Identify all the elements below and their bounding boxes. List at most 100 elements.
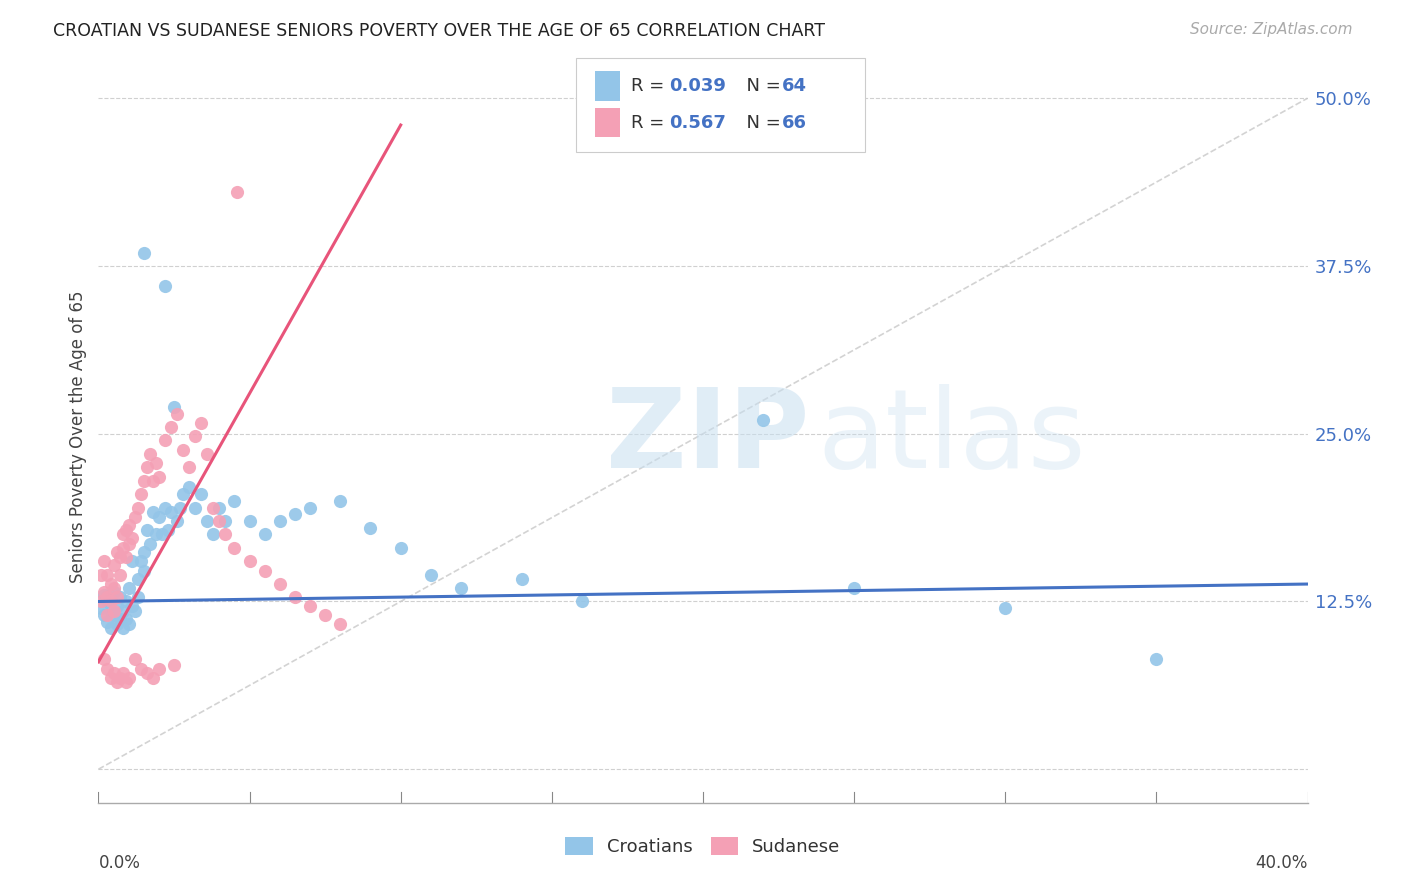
- Point: [121, 532, 143, 546]
- Point: [172, 487, 194, 501]
- Point: [179, 460, 201, 475]
- Point: [96, 615, 118, 629]
- Point: [752, 413, 775, 427]
- Point: [135, 665, 157, 680]
- Point: [420, 567, 443, 582]
- Point: [129, 487, 152, 501]
- Point: [1144, 652, 1167, 666]
- Point: [239, 514, 262, 528]
- Point: [269, 577, 291, 591]
- Point: [202, 527, 225, 541]
- Point: [129, 662, 152, 676]
- Point: [135, 460, 157, 475]
- Point: [111, 527, 134, 541]
- Point: [127, 500, 149, 515]
- Point: [163, 657, 186, 672]
- Point: [145, 456, 167, 470]
- Point: [284, 508, 307, 522]
- Point: [108, 591, 131, 605]
- Point: [96, 567, 118, 582]
- Point: [96, 607, 118, 622]
- Point: [93, 588, 115, 602]
- Point: [132, 474, 155, 488]
- Text: Source: ZipAtlas.com: Source: ZipAtlas.com: [1189, 22, 1353, 37]
- Point: [224, 541, 246, 555]
- Point: [269, 514, 291, 528]
- Text: 66: 66: [782, 114, 807, 132]
- Point: [253, 564, 276, 578]
- Point: [142, 474, 165, 488]
- Point: [96, 591, 118, 605]
- Point: [160, 420, 183, 434]
- Point: [160, 505, 183, 519]
- Point: [190, 487, 212, 501]
- Point: [284, 591, 307, 605]
- Point: [93, 554, 115, 568]
- Point: [190, 416, 212, 430]
- Point: [103, 607, 125, 622]
- Point: [166, 407, 188, 421]
- Point: [114, 550, 136, 565]
- Point: [510, 572, 533, 586]
- Point: [389, 541, 412, 555]
- Point: [360, 521, 382, 535]
- Point: [96, 662, 118, 676]
- Point: [111, 665, 134, 680]
- Point: [179, 480, 201, 494]
- Point: [166, 514, 188, 528]
- Point: [105, 617, 128, 632]
- Point: [121, 599, 143, 613]
- Point: [208, 514, 231, 528]
- Point: [127, 591, 149, 605]
- Point: [90, 567, 112, 582]
- Point: [150, 527, 173, 541]
- Text: R =: R =: [631, 114, 671, 132]
- Point: [226, 185, 249, 199]
- Point: [111, 604, 134, 618]
- Point: [100, 621, 122, 635]
- Point: [108, 671, 131, 685]
- Text: 0.039: 0.039: [669, 78, 725, 95]
- Point: [114, 612, 136, 626]
- Point: [224, 493, 246, 508]
- Point: [148, 662, 170, 676]
- Point: [90, 601, 112, 615]
- Point: [450, 581, 472, 595]
- Point: [844, 581, 866, 595]
- Point: [103, 585, 125, 599]
- Point: [132, 564, 155, 578]
- Point: [153, 279, 176, 293]
- Point: [103, 581, 125, 595]
- Point: [111, 621, 134, 635]
- Point: [108, 612, 131, 626]
- Point: [93, 585, 115, 599]
- Point: [148, 469, 170, 483]
- Point: [195, 514, 218, 528]
- Point: [142, 671, 165, 685]
- Point: [202, 500, 225, 515]
- Point: [195, 447, 218, 461]
- Point: [329, 617, 352, 632]
- Point: [156, 524, 179, 538]
- Text: 0.0%: 0.0%: [98, 854, 141, 871]
- Text: 64: 64: [782, 78, 807, 95]
- Point: [124, 652, 146, 666]
- Point: [139, 447, 162, 461]
- Point: [105, 675, 128, 690]
- Point: [100, 604, 122, 618]
- Point: [114, 594, 136, 608]
- Point: [105, 545, 128, 559]
- Point: [153, 500, 176, 515]
- Point: [214, 527, 236, 541]
- Point: [100, 577, 122, 591]
- Point: [118, 671, 141, 685]
- Point: [105, 599, 128, 613]
- Point: [96, 594, 118, 608]
- Point: [239, 554, 262, 568]
- Point: [299, 500, 322, 515]
- Point: [118, 617, 141, 632]
- Point: [108, 550, 131, 565]
- Text: 0.567: 0.567: [669, 114, 725, 132]
- Point: [145, 527, 167, 541]
- Point: [132, 545, 155, 559]
